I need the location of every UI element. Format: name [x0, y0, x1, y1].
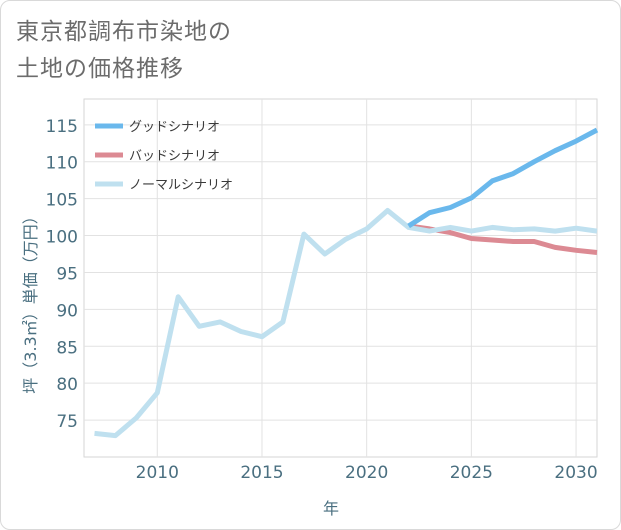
y-tick-label: 115: [46, 117, 78, 137]
x-tick-label: 2030: [554, 463, 597, 483]
gridlines: [84, 99, 597, 457]
y-tick-label: 95: [56, 264, 78, 284]
legend-label: グッドシナリオ: [129, 120, 220, 135]
y-axis-label: 坪（3.3㎡）単価（万円）: [21, 208, 40, 393]
title-line-1: 東京都調布市染地の: [16, 19, 232, 45]
y-tick-label: 90: [56, 301, 78, 321]
x-tick-label: 2025: [450, 463, 493, 483]
y-axis-ticks: 75 80 85 90 95 100 105 110 115: [46, 117, 78, 432]
title-line-2: 土地の価格推移: [16, 56, 184, 82]
series-line-2: [94, 208, 598, 439]
y-tick-label: 105: [46, 191, 78, 211]
x-tick-label: 2010: [136, 463, 179, 483]
x-tick-label: 2020: [345, 463, 388, 483]
y-tick-label: 100: [46, 228, 78, 248]
chart-title: 東京都調布市染地の 土地の価格推移: [16, 14, 232, 88]
y-tick-label: 85: [56, 338, 78, 358]
y-tick-label: 80: [56, 375, 78, 395]
plot-area: [83, 98, 598, 458]
x-axis-label: 年: [323, 499, 339, 518]
x-tick-label: 2015: [240, 463, 283, 483]
x-axis-ticks: 2010 2015 2020 2025 2030: [136, 463, 598, 483]
y-tick-label: 110: [46, 154, 78, 174]
series-lines: [94, 127, 599, 439]
series-line-0: [407, 127, 599, 229]
legend-label: バッドシナリオ: [129, 149, 220, 164]
legend-label: ノーマルシナリオ: [129, 178, 233, 193]
y-tick-label: 75: [56, 412, 78, 432]
